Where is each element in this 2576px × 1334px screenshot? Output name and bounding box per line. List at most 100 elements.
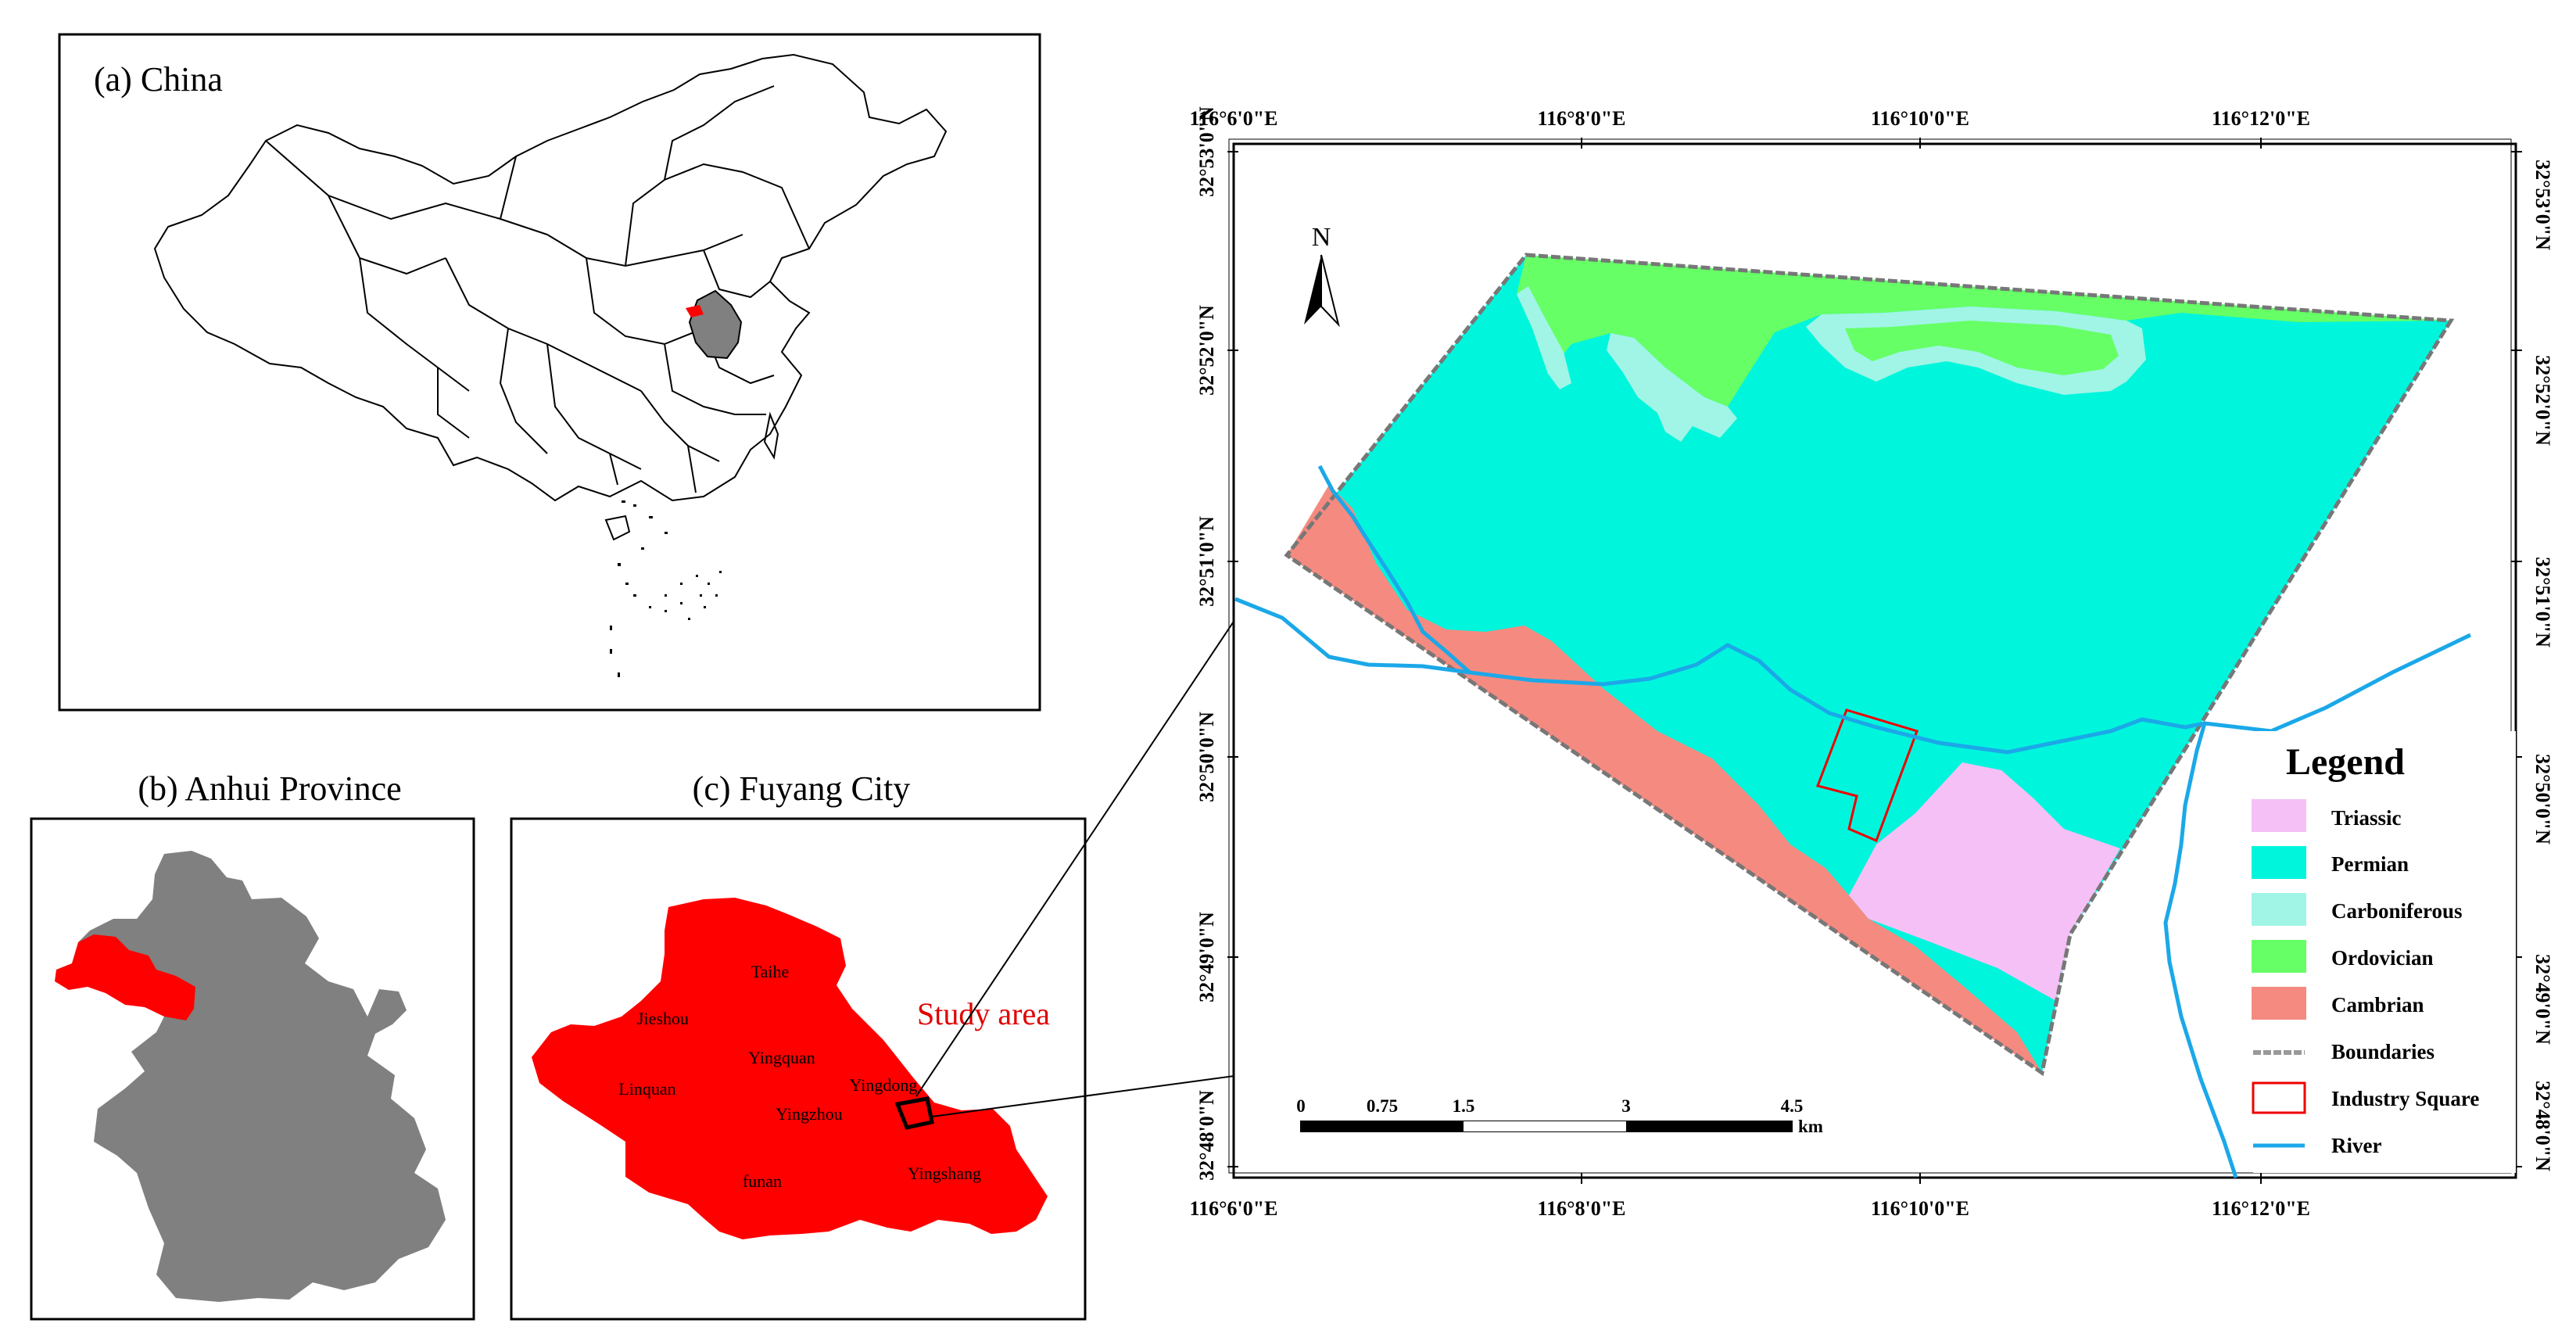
scale-segment bbox=[1301, 1121, 1382, 1131]
province-line bbox=[359, 257, 470, 392]
china-boundary bbox=[153, 53, 948, 502]
scale-segment bbox=[1626, 1121, 1792, 1131]
legend-swatch-cambrian bbox=[2252, 987, 2306, 1020]
legend-title: Legend bbox=[2286, 741, 2405, 783]
latitude-labels-left: 32°53'0"N 32°52'0"N 32°51'0"N 32°50'0"N … bbox=[1195, 106, 1218, 1181]
scale-tick-label: 1.5 bbox=[1453, 1096, 1475, 1116]
province-line bbox=[703, 249, 771, 299]
legend-swatch-permian bbox=[2252, 846, 2306, 879]
legend-label-ordovician: Ordovician bbox=[2331, 946, 2434, 970]
geology-polygons bbox=[1284, 253, 2455, 1077]
connector-arrow-upper bbox=[915, 562, 1274, 1097]
longitude-labels-top: 116°6'0"E 116°8'0"E 116°10'0"E 116°12'0"… bbox=[1190, 107, 2310, 130]
province-line bbox=[445, 257, 642, 392]
fuyang-panel: (c) Fuyang City Study area Taihe Jieshou… bbox=[510, 769, 1087, 1321]
lon-tick-label: 116°8'0"E bbox=[1538, 107, 1626, 130]
ordovician-inner bbox=[1845, 321, 2119, 375]
scale-tick-label: 3 bbox=[1621, 1096, 1631, 1116]
district-label-jieshou: Jieshou bbox=[637, 1009, 689, 1028]
anhui-province-shape bbox=[78, 851, 446, 1302]
lat-tick-label: 32°52'0"N bbox=[2531, 355, 2554, 446]
province-line bbox=[546, 343, 642, 470]
lon-tick-label: 116°6'0"E bbox=[1190, 1197, 1278, 1220]
river-tributary bbox=[1317, 464, 1471, 674]
legend-swatch-carboniferous bbox=[2252, 893, 2306, 926]
north-arrow-right bbox=[1320, 254, 1340, 328]
fuyang-panel-title: (c) Fuyang City bbox=[693, 769, 911, 808]
permian-unit bbox=[1287, 255, 2451, 1073]
triassic-unit bbox=[1849, 762, 2120, 1001]
lat-tick-label: 32°51'0"N bbox=[2531, 557, 2554, 647]
scale-bar: 0 0.75 1.5 3 4.5 km bbox=[1296, 1096, 1823, 1136]
district-label-funan: funan bbox=[743, 1171, 782, 1191]
lon-tick-label: 116°6'0"E bbox=[1190, 107, 1278, 130]
boundary-line bbox=[1284, 253, 2455, 1077]
lat-tick-label: 32°50'0"N bbox=[1195, 712, 1218, 802]
fuyang-in-anhui bbox=[55, 934, 195, 1020]
legend-label-cambrian: Cambrian bbox=[2331, 993, 2424, 1017]
lon-tick-label: 116°8'0"E bbox=[1538, 1197, 1626, 1220]
scale-tick-label: 0 bbox=[1296, 1096, 1306, 1116]
district-label-yingquan: Yingquan bbox=[748, 1048, 815, 1067]
lat-tick-label: 32°48'0"N bbox=[1195, 1090, 1218, 1181]
hainan-outline bbox=[604, 515, 631, 541]
lat-tick-label: 32°51'0"N bbox=[1195, 516, 1218, 607]
lat-tick-label: 32°49'0"N bbox=[1195, 912, 1218, 1002]
district-label-yingzhou: Yingzhou bbox=[776, 1104, 843, 1124]
province-line bbox=[328, 195, 548, 235]
province-line bbox=[664, 85, 775, 181]
anhui-on-china bbox=[688, 289, 743, 360]
legend-swatch-industry-square bbox=[2252, 1081, 2306, 1114]
legend-label-carboniferous: Carboniferous bbox=[2331, 899, 2463, 923]
fuyang-city-shape bbox=[532, 898, 1048, 1239]
taiwan-outline bbox=[763, 411, 779, 460]
carboniferous-unit-middle bbox=[1607, 333, 1737, 442]
legend-swatch-triassic bbox=[2252, 799, 2306, 832]
south-china-sea-islands bbox=[610, 500, 722, 677]
scale-segment bbox=[1382, 1121, 1464, 1131]
lat-tick-label: 32°53'0"N bbox=[2531, 160, 2554, 250]
province-line bbox=[499, 328, 548, 454]
china-outline-map bbox=[153, 53, 948, 541]
scale-unit: km bbox=[1798, 1117, 1823, 1136]
ordovician-unit bbox=[1517, 255, 2451, 407]
district-label-linquan: Linquan bbox=[618, 1079, 675, 1099]
province-line bbox=[609, 453, 618, 486]
study-area-label: Study area bbox=[917, 996, 1050, 1031]
longitude-labels-bottom: 116°6'0"E 116°8'0"E 116°10'0"E 116°12'0"… bbox=[1190, 1197, 2310, 1220]
river-southeast bbox=[2163, 723, 2238, 1178]
study-area-marker bbox=[894, 1096, 934, 1130]
province-line bbox=[437, 368, 470, 439]
lon-tick-label: 116°12'0"E bbox=[2212, 1197, 2310, 1220]
anhui-panel: (b) Anhui Province bbox=[30, 769, 475, 1321]
map-legend: Legend Triassic Permian Carboniferous Or… bbox=[2252, 731, 2516, 1173]
district-label-taihe: Taihe bbox=[751, 962, 790, 981]
province-line bbox=[664, 343, 766, 415]
district-label-yingshang: Yingshang bbox=[908, 1164, 981, 1183]
lon-tick-label: 116°10'0"E bbox=[1871, 107, 1969, 130]
china-panel-title: (a) China bbox=[94, 60, 223, 99]
lon-tick-label: 116°12'0"E bbox=[2212, 107, 2310, 130]
legend-swatch-ordovician bbox=[2252, 940, 2306, 973]
lat-tick-label: 32°49'0"N bbox=[2531, 954, 2554, 1045]
scale-tick-label: 4.5 bbox=[1781, 1096, 1804, 1116]
province-line bbox=[640, 390, 720, 462]
lat-tick-label: 32°48'0"N bbox=[2531, 1081, 2554, 1171]
lat-tick-label: 32°52'0"N bbox=[1195, 305, 1218, 396]
lat-tick-label: 32°50'0"N bbox=[2531, 754, 2554, 845]
province-line bbox=[687, 445, 697, 493]
north-arrow: N bbox=[1304, 223, 1340, 328]
legend-label-industry-square: Industry Square bbox=[2331, 1087, 2479, 1110]
north-arrow-label: N bbox=[1312, 223, 1331, 252]
industry-square bbox=[1816, 708, 1919, 842]
province-line bbox=[625, 163, 810, 267]
lat-tick-label: 32°53'0"N bbox=[1195, 106, 1218, 197]
cambrian-unit bbox=[1287, 485, 2042, 1073]
lon-tick-label: 116°10'0"E bbox=[1871, 1197, 1969, 1220]
china-panel-frame bbox=[58, 33, 1041, 712]
map-frame-outer bbox=[1228, 138, 2512, 1174]
province-line bbox=[546, 234, 743, 267]
anhui-panel-title: (b) Anhui Province bbox=[138, 769, 401, 808]
scale-segment bbox=[1464, 1121, 1626, 1131]
